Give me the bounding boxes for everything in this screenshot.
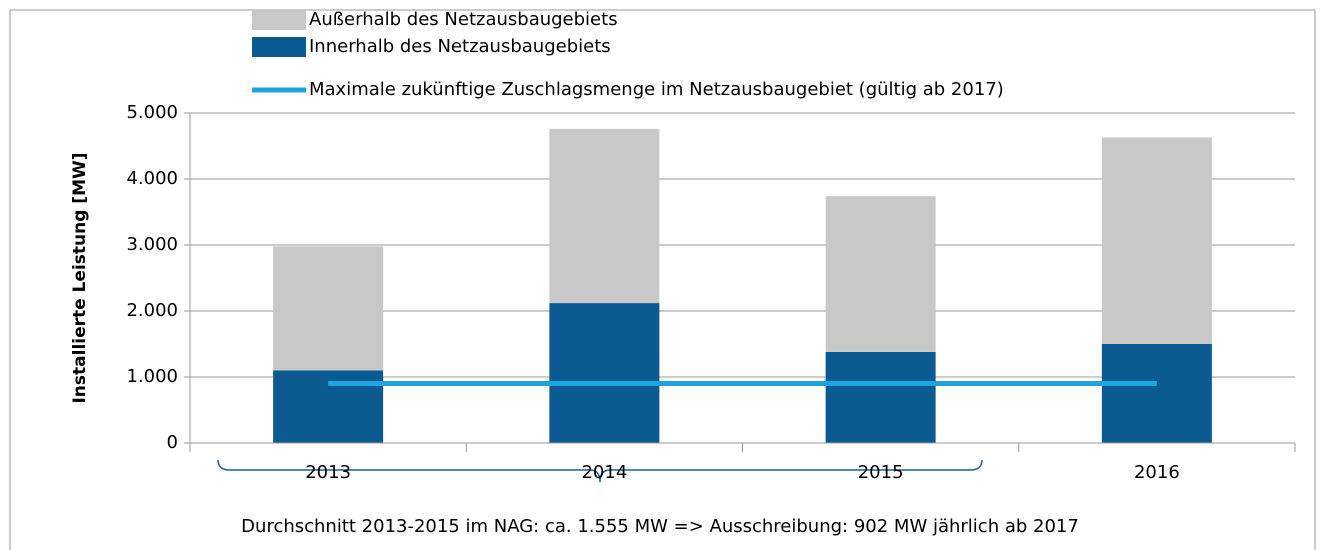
y-tick-label: 2.000 bbox=[126, 300, 178, 321]
annotation: Durchschnitt 2013-2015 im NAG: ca. 1.555… bbox=[241, 516, 1079, 537]
bar bbox=[1101, 344, 1212, 443]
bar bbox=[825, 351, 936, 443]
y-tick-label: 3.000 bbox=[126, 234, 178, 255]
y-tick-label: 4.000 bbox=[126, 168, 178, 189]
bar bbox=[1101, 137, 1212, 344]
legend-label: Innerhalb des Netzausbaugebiets bbox=[309, 36, 611, 57]
x-tick-label: 2016 bbox=[1134, 462, 1180, 483]
y-tick-label: 5.000 bbox=[126, 102, 178, 123]
brace bbox=[217, 459, 983, 483]
x-tick-label: 2013 bbox=[305, 462, 351, 483]
legend-swatch bbox=[252, 37, 306, 57]
x-tick-label: 2014 bbox=[581, 462, 627, 483]
y-tick-label: 0 bbox=[167, 432, 178, 453]
bar bbox=[549, 303, 660, 443]
x-tick-label: 2015 bbox=[858, 462, 904, 483]
legend-label: Außerhalb des Netzausbaugebiets bbox=[309, 9, 618, 30]
y-axis-label: Installierte Leistung [MW] bbox=[70, 152, 90, 403]
bar bbox=[273, 246, 384, 371]
bar bbox=[549, 128, 660, 304]
y-tick-label: 1.000 bbox=[126, 366, 178, 387]
bar bbox=[825, 196, 936, 352]
frame bbox=[9, 9, 1316, 550]
legend-label: Maximale zukünftige Zuschlagsmenge im Ne… bbox=[309, 79, 1004, 100]
legend-swatch bbox=[252, 10, 306, 30]
